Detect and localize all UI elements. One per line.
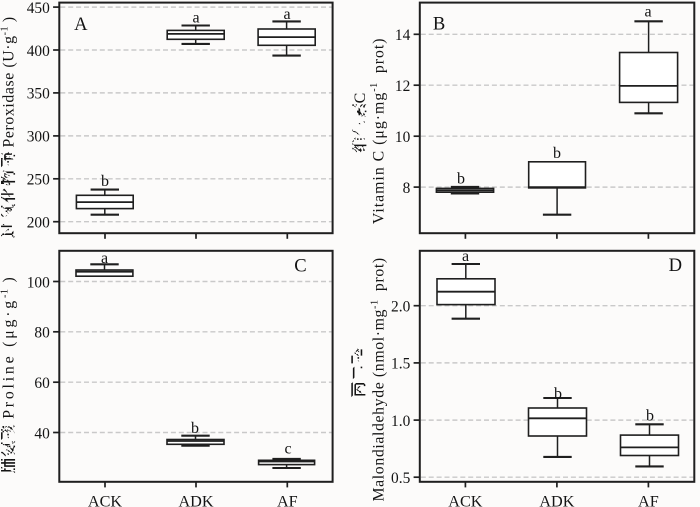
svg-text:Peroxidase (U·g-1 ): Peroxidase (U·g-1 ) [0, 16, 18, 147]
svg-text:1.5: 1.5 [391, 356, 411, 373]
svg-text:a: a [283, 6, 290, 23]
svg-text:a: a [192, 9, 199, 26]
svg-text:a: a [462, 248, 469, 265]
svg-text:b: b [101, 173, 109, 190]
svg-text:B: B [433, 13, 445, 34]
svg-text:10: 10 [395, 129, 411, 146]
svg-text:a: a [644, 3, 651, 20]
svg-text:1.0: 1.0 [391, 413, 411, 430]
svg-text:200: 200 [27, 215, 50, 232]
svg-text:C: C [294, 255, 306, 276]
svg-text:100: 100 [27, 274, 50, 291]
svg-text:b: b [191, 420, 199, 437]
svg-text:ADK: ADK [178, 493, 213, 507]
svg-text:AF: AF [277, 493, 298, 507]
svg-text:2.0: 2.0 [391, 299, 411, 316]
svg-text:12: 12 [395, 78, 410, 95]
svg-text:ACK: ACK [448, 493, 482, 507]
svg-text:b: b [554, 386, 562, 403]
svg-text:Proline (μg·g-1 ): Proline (μg·g-1 ) [0, 274, 18, 418]
svg-text:A: A [74, 14, 88, 35]
svg-text:80: 80 [34, 325, 50, 342]
svg-text:C: C [352, 93, 369, 104]
svg-text:350: 350 [27, 86, 50, 103]
svg-text:ACK: ACK [88, 493, 122, 507]
svg-text:60: 60 [34, 375, 50, 392]
svg-text:Malondialdehyde (nmol·mg-1 pr: Malondialdehyde (nmol·mg-1 prot) [369, 257, 387, 501]
svg-text:AF: AF [638, 493, 659, 507]
svg-text:250: 250 [27, 172, 50, 189]
svg-text:b: b [646, 407, 654, 424]
svg-text:D: D [669, 255, 682, 276]
svg-text:a: a [101, 250, 108, 267]
svg-text:b: b [457, 170, 465, 187]
svg-text:b: b [553, 145, 561, 162]
svg-text:14: 14 [395, 27, 411, 44]
svg-text:ADK: ADK [539, 493, 574, 507]
svg-text:Vitamin C (μg·mg-1 prot): Vitamin C (μg·mg-1 prot) [369, 37, 387, 224]
svg-text:450: 450 [27, 0, 50, 17]
svg-text:8: 8 [403, 180, 411, 197]
svg-text:c: c [284, 440, 291, 457]
svg-text:0.5: 0.5 [391, 470, 411, 487]
svg-text:400: 400 [27, 43, 50, 60]
svg-text:40: 40 [34, 425, 50, 442]
svg-text:300: 300 [27, 129, 50, 146]
